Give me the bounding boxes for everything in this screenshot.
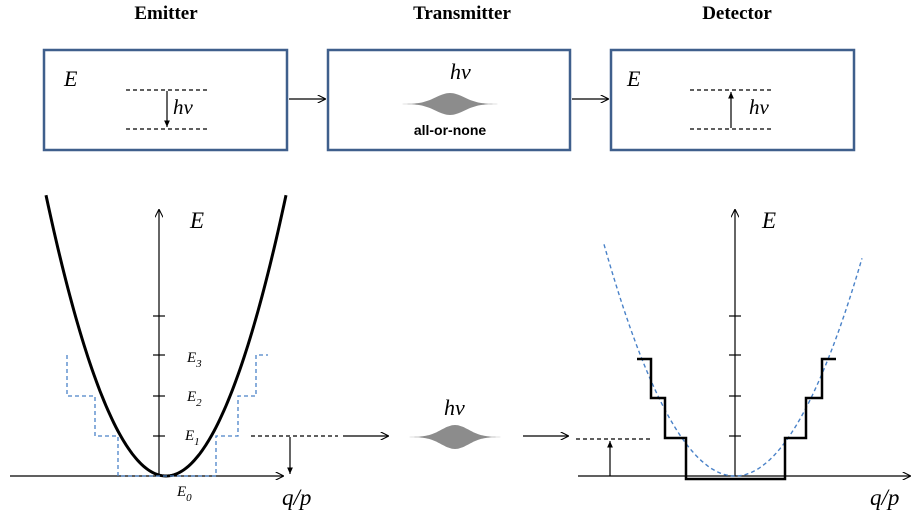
level-label-e3: E3 xyxy=(186,350,202,370)
left-energy-plot: E q/p E3 E2 E1 E0 xyxy=(10,194,338,510)
detector-energy-label: E xyxy=(626,66,641,91)
left-x-axis-label: q/p xyxy=(282,485,311,510)
classical-energy-curve xyxy=(44,194,288,478)
detector-photon-label: hν xyxy=(749,95,770,119)
detector-box-frame xyxy=(609,48,856,152)
transmitter-header: Transmitter xyxy=(413,3,511,24)
left-y-axis-label: E xyxy=(189,208,204,233)
emitter-header: Emitter xyxy=(134,3,198,24)
wave-packet-icon xyxy=(409,425,501,449)
emitter-photon-label: hν xyxy=(173,95,194,119)
emitter-energy-label: E xyxy=(63,66,78,91)
detector-box: E hν xyxy=(609,48,856,152)
level-label-e1: E1 xyxy=(184,428,200,448)
emitter-box-frame xyxy=(42,48,289,152)
right-x-axis-label: q/p xyxy=(870,485,899,510)
svg-text:E3: E3 xyxy=(186,350,202,370)
classical-energy-curve xyxy=(603,244,863,477)
svg-text:E2: E2 xyxy=(186,389,202,409)
middle-transmission: hν xyxy=(343,395,568,449)
emitter-box: E hν xyxy=(42,48,289,152)
detector-header: Detector xyxy=(702,3,772,24)
quantized-levels xyxy=(66,354,268,477)
level-label-e0: E0 xyxy=(176,484,192,504)
svg-text:E0: E0 xyxy=(176,484,192,504)
transmitter-photon-label: hν xyxy=(450,59,471,84)
transmitter-caption: all-or-none xyxy=(414,122,487,138)
middle-photon-label: hν xyxy=(444,395,465,420)
right-energy-plot: E q/p xyxy=(576,208,910,510)
level-label-e2: E2 xyxy=(186,389,202,409)
quantized-levels xyxy=(637,357,836,481)
wave-packet-icon xyxy=(402,93,498,115)
right-y-axis-label: E xyxy=(761,208,776,233)
transmitter-box: hν all-or-none xyxy=(326,48,572,152)
svg-text:E1: E1 xyxy=(184,428,200,448)
